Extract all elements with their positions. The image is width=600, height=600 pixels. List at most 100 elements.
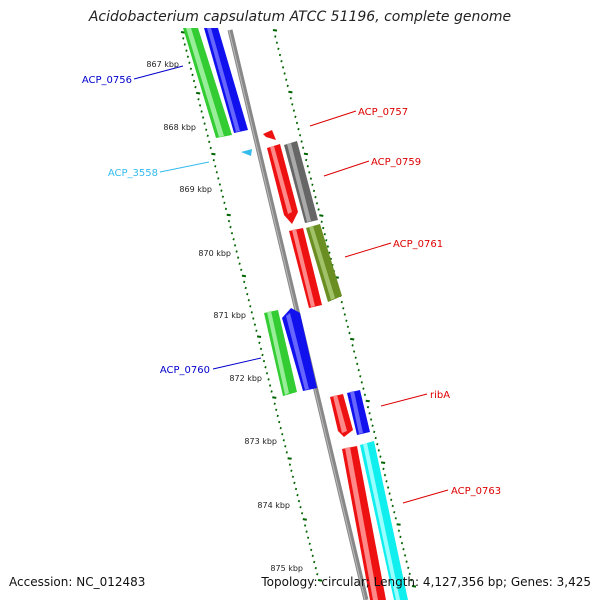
scale-label: 868 kbp: [163, 123, 196, 132]
scale-minor-tick: [362, 387, 365, 390]
scale-major-tick: [241, 274, 247, 278]
accession-text: Accession: NC_012483: [9, 575, 146, 589]
scale-minor-tick: [186, 55, 190, 58]
scale-minor-tick: [284, 445, 287, 448]
scale-minor-tick: [232, 238, 235, 241]
scale-minor-tick: [290, 469, 293, 472]
scale-major-tick: [411, 585, 417, 588]
scale-minor-tick: [391, 504, 394, 508]
scale-major-tick: [272, 29, 278, 32]
scale-minor-tick: [194, 85, 197, 89]
scale-minor-tick: [247, 298, 250, 302]
feature-ribA-blue[interactable]: [347, 390, 370, 435]
scale-minor-tick: [382, 467, 385, 471]
scale-minor-tick: [373, 430, 376, 434]
scale-minor-tick: [328, 251, 331, 254]
feature-ACP_0761-red[interactable]: [289, 228, 322, 308]
scale-minor-tick: [402, 547, 405, 551]
leader-ACP_0760: [212, 357, 262, 370]
scale-minor-tick: [295, 121, 299, 125]
scale-minor-tick: [294, 487, 298, 491]
scale-minor-tick: [340, 300, 343, 304]
scale-minor-tick: [346, 325, 350, 329]
feature-ACP_0759-gray[interactable]: [284, 141, 318, 223]
scale-major-tick: [196, 91, 201, 95]
leader-ACP_3558: [159, 161, 210, 173]
gene-label-ACP_0761[interactable]: ACP_0761: [393, 239, 443, 250]
map-title: Acidobacterium capsulatum ATCC 51196, co…: [88, 9, 512, 25]
scale-minor-tick: [273, 402, 276, 405]
scale-label: 872 kbp: [229, 374, 262, 383]
scale-minor-tick: [259, 347, 263, 351]
scale-major-tick: [226, 213, 231, 217]
scale-minor-tick: [312, 189, 316, 193]
scale-label: 870 kbp: [198, 249, 231, 258]
scale-minor-tick: [261, 353, 264, 357]
scale-minor-tick: [317, 208, 320, 211]
scale-major-tick: [317, 579, 323, 582]
gene-label-ACP_0763[interactable]: ACP_0763: [451, 486, 501, 497]
feature-ACP_0757[interactable]: [263, 130, 276, 140]
scale-major-tick: [396, 523, 401, 526]
scale-label: 867 kbp: [146, 60, 179, 69]
scale-minor-tick: [407, 566, 410, 570]
feature-ACP_0763-red[interactable]: [342, 446, 386, 600]
scale-minor-tick: [265, 372, 269, 375]
scale-minor-tick: [383, 473, 387, 477]
feature-ACP_0759-red[interactable]: [267, 144, 298, 224]
scale-minor-tick: [214, 165, 217, 168]
scale-minor-tick: [283, 72, 286, 75]
scale-minor-tick: [192, 79, 196, 83]
scale-minor-tick: [238, 262, 241, 265]
feature-ACP_0760-blue[interactable]: [282, 308, 317, 391]
scale-minor-tick: [390, 498, 393, 502]
scale-minor-tick: [357, 368, 360, 372]
scale-minor-tick: [325, 239, 328, 242]
scale-minor-tick: [314, 195, 317, 199]
scale-major-tick: [350, 337, 355, 341]
leader-ACP_0763: [402, 489, 449, 504]
scale-minor-tick: [399, 535, 402, 539]
feature-ACP_0761-olive[interactable]: [306, 224, 342, 302]
scale-minor-tick: [379, 455, 382, 458]
scale-minor-tick: [217, 177, 220, 180]
scale-major-tick: [302, 518, 307, 521]
feature-ACP_0763-cyan[interactable]: [360, 441, 408, 600]
scale-minor-tick: [385, 480, 388, 483]
scale-minor-tick: [311, 554, 314, 558]
feature-ACP_0756-green[interactable]: [183, 28, 232, 138]
feature-ACP_3558[interactable]: [241, 149, 252, 156]
scale-minor-tick: [282, 439, 285, 442]
scale-minor-tick: [201, 116, 205, 119]
scale-minor-tick: [371, 424, 374, 427]
scale-minor-tick: [299, 505, 302, 509]
scale-major-tick: [180, 31, 186, 34]
feature-ACP_0760-green[interactable]: [264, 310, 297, 396]
scale-minor-tick: [296, 493, 299, 497]
scale-major-tick: [211, 152, 216, 156]
scale-minor-tick: [218, 183, 222, 186]
gene-label-ACP_0756[interactable]: ACP_0756: [82, 75, 132, 86]
scale-minor-tick: [280, 59, 283, 63]
scale-minor-tick: [183, 43, 186, 46]
scale-minor-tick: [376, 442, 379, 446]
scale-minor-tick: [221, 195, 225, 198]
gene-label-ACP_0757[interactable]: ACP_0757: [358, 107, 408, 118]
feature-ribA-red[interactable]: [330, 394, 353, 437]
scale-minor-tick: [191, 73, 194, 77]
scale-minor-tick: [278, 53, 282, 57]
scale-minor-tick: [315, 202, 319, 205]
gene-label-ACP_3558[interactable]: ACP_3558: [108, 168, 158, 179]
scale-minor-tick: [291, 475, 295, 479]
gene-label-ACP_0759[interactable]: ACP_0759: [371, 157, 421, 168]
gene-label-ACP_0760[interactable]: ACP_0760: [160, 365, 210, 376]
scale-minor-tick: [281, 66, 285, 69]
scale-minor-tick: [229, 225, 232, 229]
scale-minor-tick: [243, 280, 246, 284]
feature-ACP_0756-blue[interactable]: [204, 28, 248, 133]
scale-minor-tick: [185, 49, 188, 52]
scale-label: 871 kbp: [213, 311, 246, 320]
scale-minor-tick: [306, 164, 309, 168]
scale-major-tick: [380, 461, 386, 464]
gene-label-ribA[interactable]: ribA: [430, 390, 450, 401]
